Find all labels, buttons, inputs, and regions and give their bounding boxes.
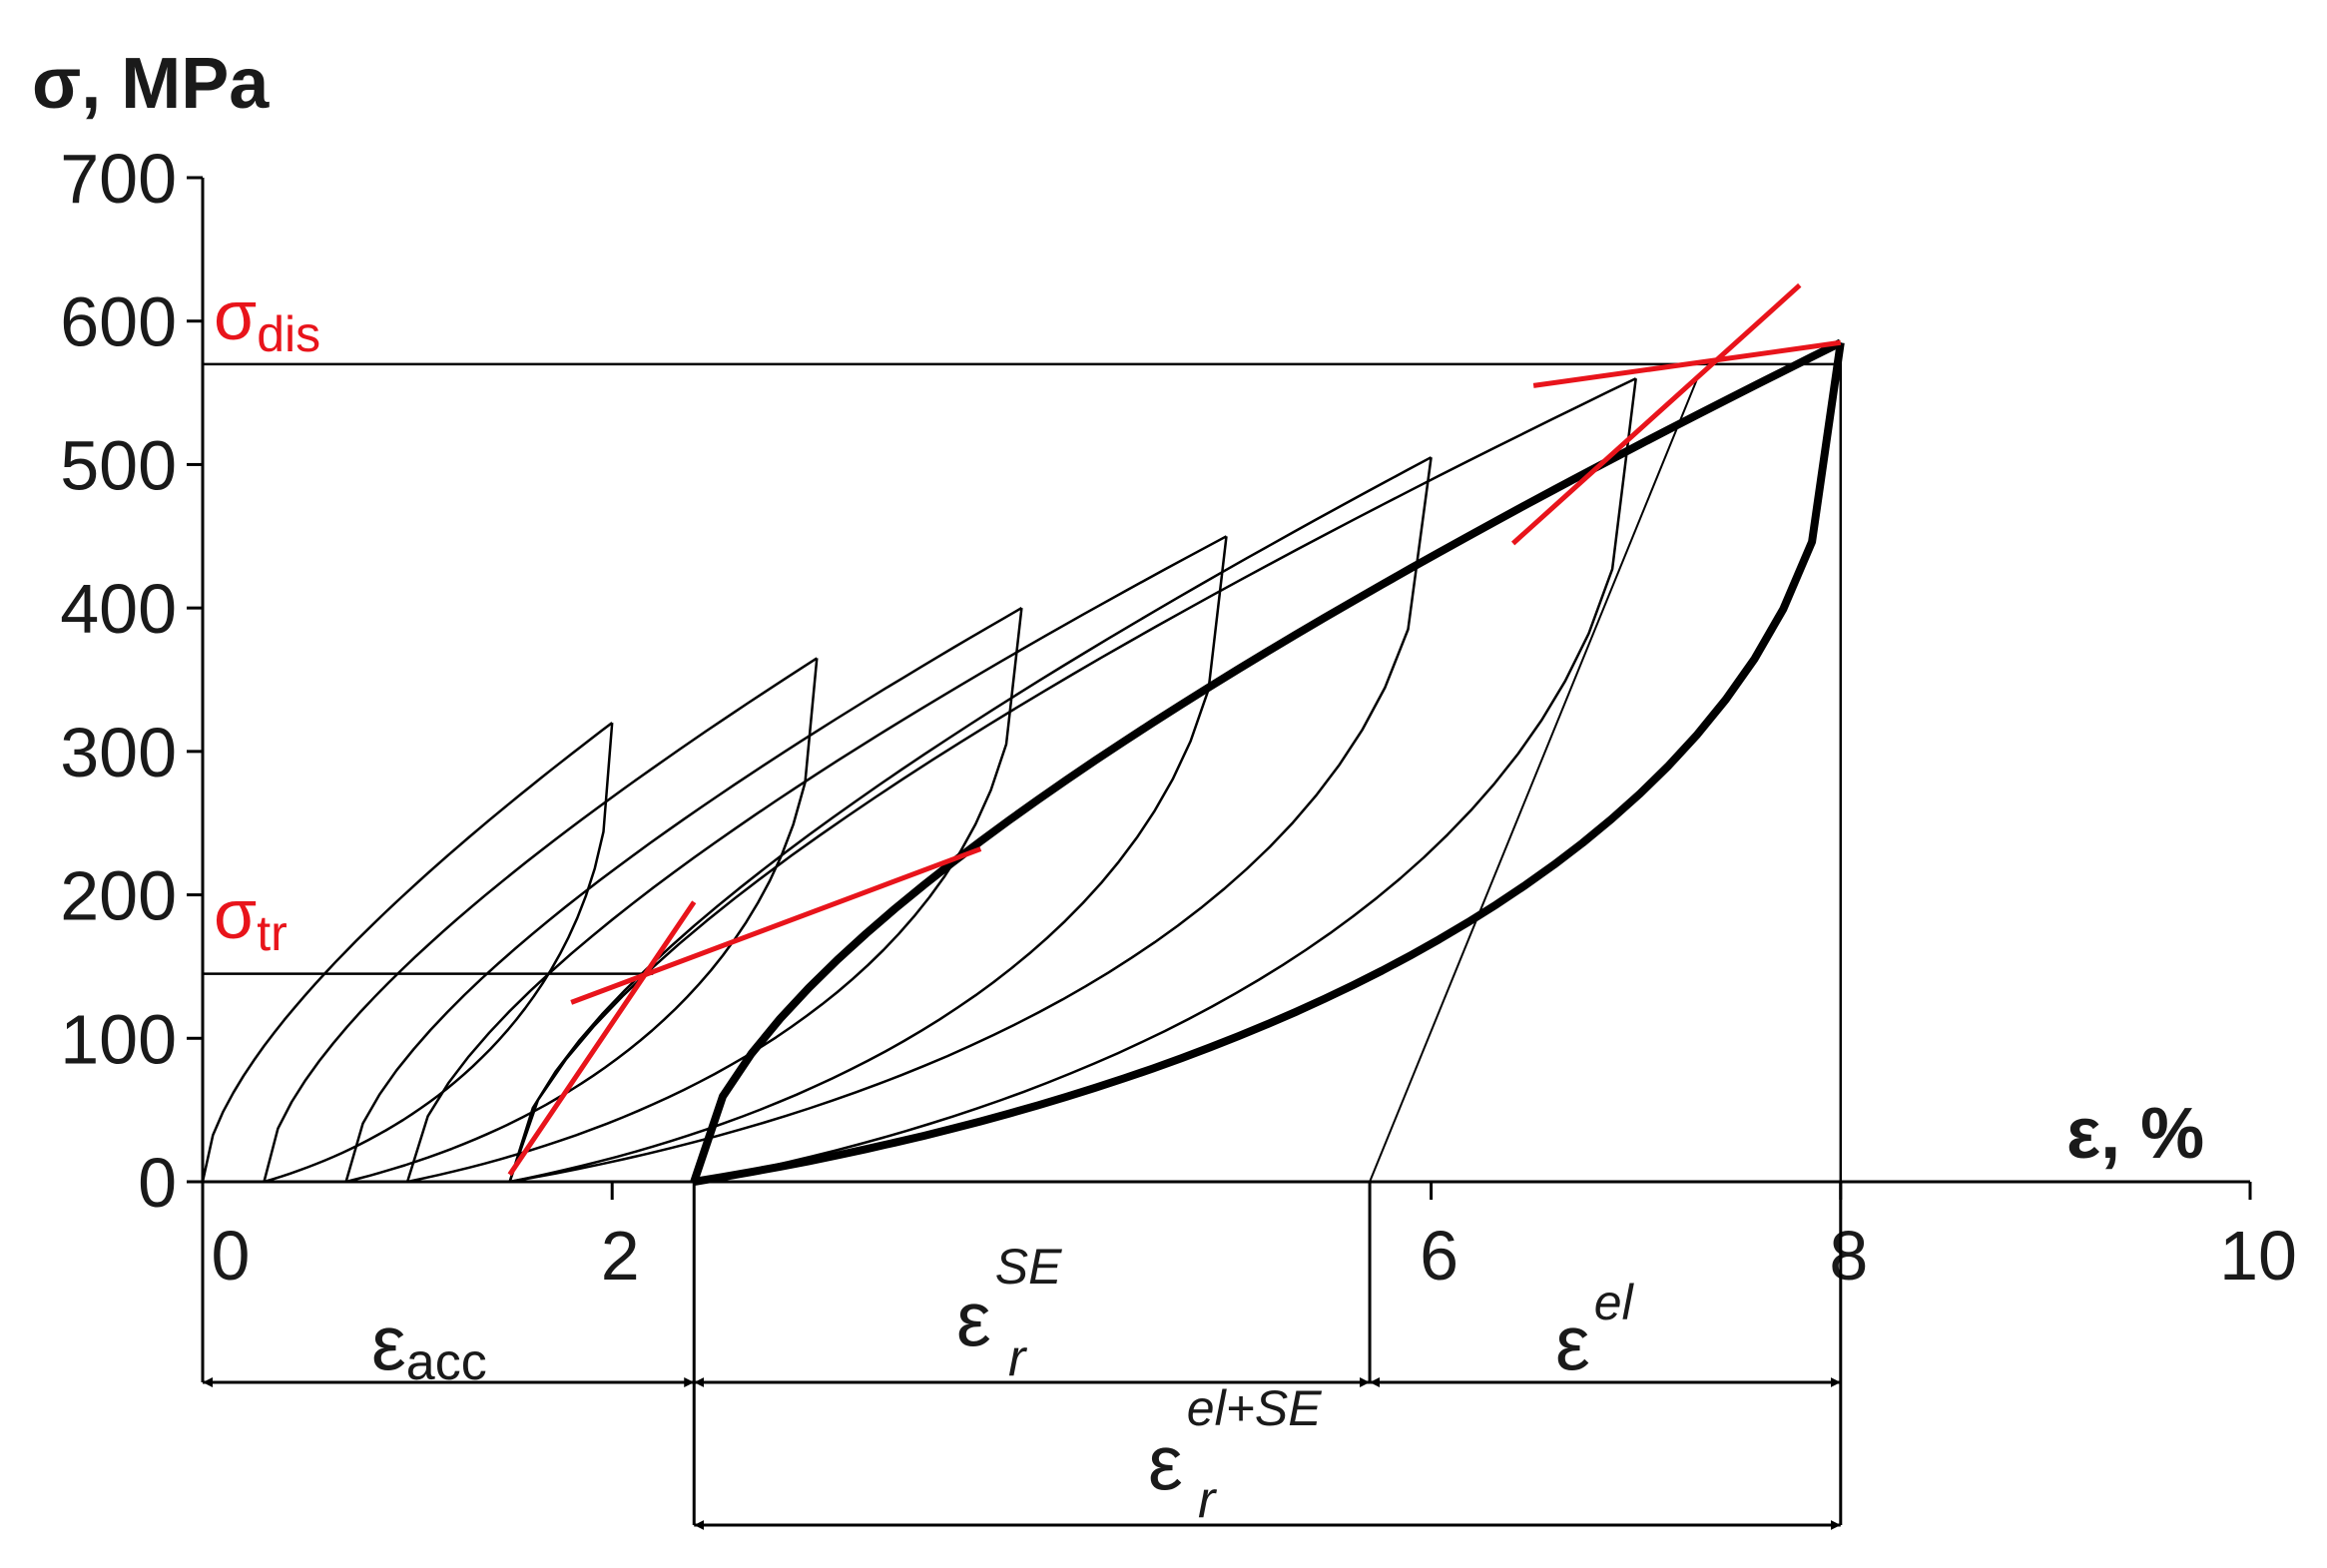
y-tick-label-700: 700 <box>60 140 177 218</box>
cycle-7-unloading <box>693 341 1845 1186</box>
x-tick-label-8: 8 <box>1829 1217 1868 1295</box>
eps-r-se-label: εSE r <box>956 1239 1062 1387</box>
y-tick-label-600: 600 <box>60 283 177 361</box>
cycle-5-loading <box>508 456 1433 1183</box>
x-tick-label-10: 10 <box>2219 1217 2297 1295</box>
cycle-1-unloading <box>264 723 614 1184</box>
hysteresis-curves <box>201 338 1845 1186</box>
y-tick-label-300: 300 <box>60 714 177 791</box>
tangent-lines <box>507 282 1842 1177</box>
cycle-3-loading <box>344 607 1023 1183</box>
strain-dimensions <box>201 1182 1843 1530</box>
elastic-recovery-line <box>1369 377 1699 1183</box>
guide-lines <box>203 342 1843 1183</box>
tangent-plateau-high <box>1510 282 1802 546</box>
cycle-7-loading <box>690 338 1843 1184</box>
sigma-dis-label: σdis <box>214 276 320 362</box>
tangent-elastic-low <box>507 900 697 1177</box>
x-tick-label-6: 6 <box>1420 1217 1458 1295</box>
x-tick-label-0: 0 <box>212 1217 251 1295</box>
eps-acc-label: εacc <box>371 1299 487 1391</box>
x-tick-label-2: 2 <box>601 1217 640 1295</box>
cycle-4-loading <box>405 535 1228 1183</box>
cycle-6-loading <box>508 377 1637 1183</box>
y-axis-title: σ, MPa <box>32 44 270 124</box>
cycle-2-loading <box>263 657 818 1183</box>
tick-labels: 0 100 200 300 400 500 600 700 0 2 6 8 10 <box>60 140 2297 1295</box>
tangent-plateau-low <box>570 846 982 1005</box>
eps-r-else-label: εel+SE r <box>1148 1380 1322 1529</box>
y-tick-label-400: 400 <box>60 570 177 648</box>
tangent-peak <box>1532 339 1842 388</box>
cycle-4-unloading <box>509 536 1228 1184</box>
x-axis-title: ε, % <box>2066 1094 2204 1174</box>
cycle-1-loading <box>201 722 613 1183</box>
cycle-6-unloading <box>693 378 1637 1184</box>
axes <box>187 176 2252 1200</box>
sigma-tr-label: σtr <box>214 875 288 961</box>
y-tick-label-0: 0 <box>138 1144 177 1222</box>
cycle-5-unloading <box>509 457 1433 1184</box>
eps-el-label: εel <box>1555 1275 1635 1386</box>
cycle-2-unloading <box>345 658 819 1184</box>
cycle-3-unloading <box>406 607 1023 1184</box>
y-tick-label-200: 200 <box>60 857 177 935</box>
y-tick-label-500: 500 <box>60 426 177 504</box>
y-tick-label-100: 100 <box>60 1000 177 1078</box>
